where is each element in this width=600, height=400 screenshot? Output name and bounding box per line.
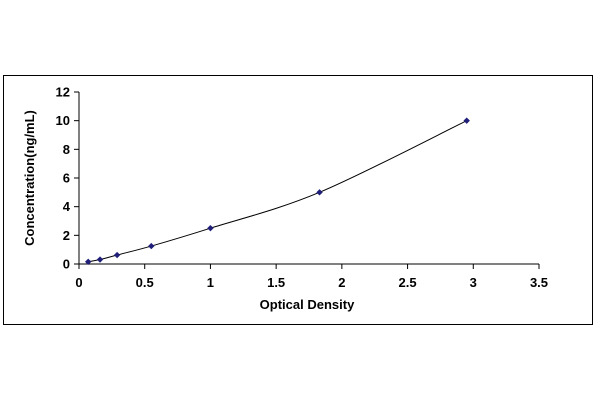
y-tick-label: 12: [56, 85, 70, 100]
data-point: [148, 242, 155, 250]
x-tick-label: 1: [207, 275, 214, 290]
data-point: [113, 251, 121, 259]
y-ticks: 0 2 4 6 8 10 12: [56, 85, 79, 272]
data-point: [96, 256, 104, 263]
x-tick-label: 2: [338, 275, 345, 290]
x-axis-title: Optical Density: [260, 297, 355, 312]
axes: [78, 92, 539, 265]
y-tick-label: 8: [63, 142, 70, 157]
y-tick-label: 2: [63, 228, 70, 243]
y-tick-label: 4: [63, 199, 71, 214]
x-tick-label: 3.5: [530, 275, 548, 290]
y-axis-title: Concentration(ng/mL): [22, 110, 37, 246]
x-tick-label: 0: [75, 275, 82, 290]
x-tick-label: 1.5: [267, 275, 285, 290]
chart-frame: 0 2 4 6 8 10 12 0 0.5 1 1.5 2 2.5 3 3.5 Optical Densi…: [3, 75, 593, 325]
y-tick-label: 0: [63, 257, 70, 272]
y-tick-label: 6: [63, 171, 70, 186]
fit-curve: [88, 120, 467, 263]
data-point: [316, 189, 323, 196]
x-ticks: 0 0.5 1 1.5 2 2.5 3 3.5: [75, 264, 548, 290]
standard-curve-chart: 0 2 4 6 8 10 12 0 0.5 1 1.5 2 2.5 3 3.5 Optical Densi…: [22, 85, 548, 313]
x-tick-label: 0.5: [136, 275, 154, 290]
x-tick-label: 3: [470, 275, 477, 290]
data-point: [463, 117, 470, 124]
data-point: [207, 224, 214, 232]
y-tick-label: 10: [56, 113, 70, 128]
x-tick-label: 2.5: [399, 275, 417, 290]
data-point: [85, 258, 92, 265]
data-points: [85, 117, 470, 265]
